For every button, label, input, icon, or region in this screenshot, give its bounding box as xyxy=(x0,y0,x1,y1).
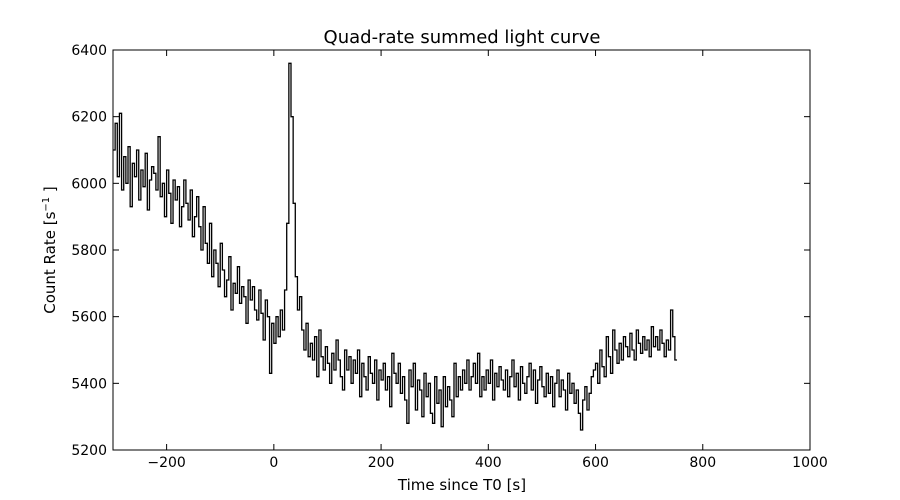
y-tick-label: 5800 xyxy=(71,243,107,259)
y-tick-label: 5200 xyxy=(71,443,107,459)
y-axis-ticks: 5200 5400 5600 5800 6000 6200 6400 xyxy=(71,43,810,459)
y-axis-label-exponent: −1 xyxy=(41,197,52,212)
series-line-count-rate xyxy=(113,62,678,431)
plot-area xyxy=(113,62,678,431)
y-tick-label: 5400 xyxy=(71,376,107,392)
y-tick-label: 6000 xyxy=(71,176,107,192)
x-tick-label: 600 xyxy=(582,455,609,471)
x-tick-label: 800 xyxy=(689,455,716,471)
chart-title: Quad-rate summed light curve xyxy=(324,27,601,48)
y-axis-label-end: ] xyxy=(41,186,59,197)
x-axis-ticks: −200 0 200 400 600 800 1000 xyxy=(147,50,828,471)
x-tick-label: 0 xyxy=(269,455,278,471)
y-axis-label-main: Count Rate [s xyxy=(41,211,59,313)
x-axis-label: Time since T0 [s] xyxy=(397,476,526,494)
x-tick-label: 400 xyxy=(475,455,502,471)
y-tick-label: 5600 xyxy=(71,310,107,326)
x-tick-label: 1000 xyxy=(792,455,828,471)
y-tick-label: 6400 xyxy=(71,43,107,59)
x-tick-label: −200 xyxy=(147,455,185,471)
y-tick-label: 6200 xyxy=(71,110,107,126)
x-tick-label: 200 xyxy=(368,455,395,471)
y-axis-label: Count Rate [s−1 ] xyxy=(41,186,59,314)
